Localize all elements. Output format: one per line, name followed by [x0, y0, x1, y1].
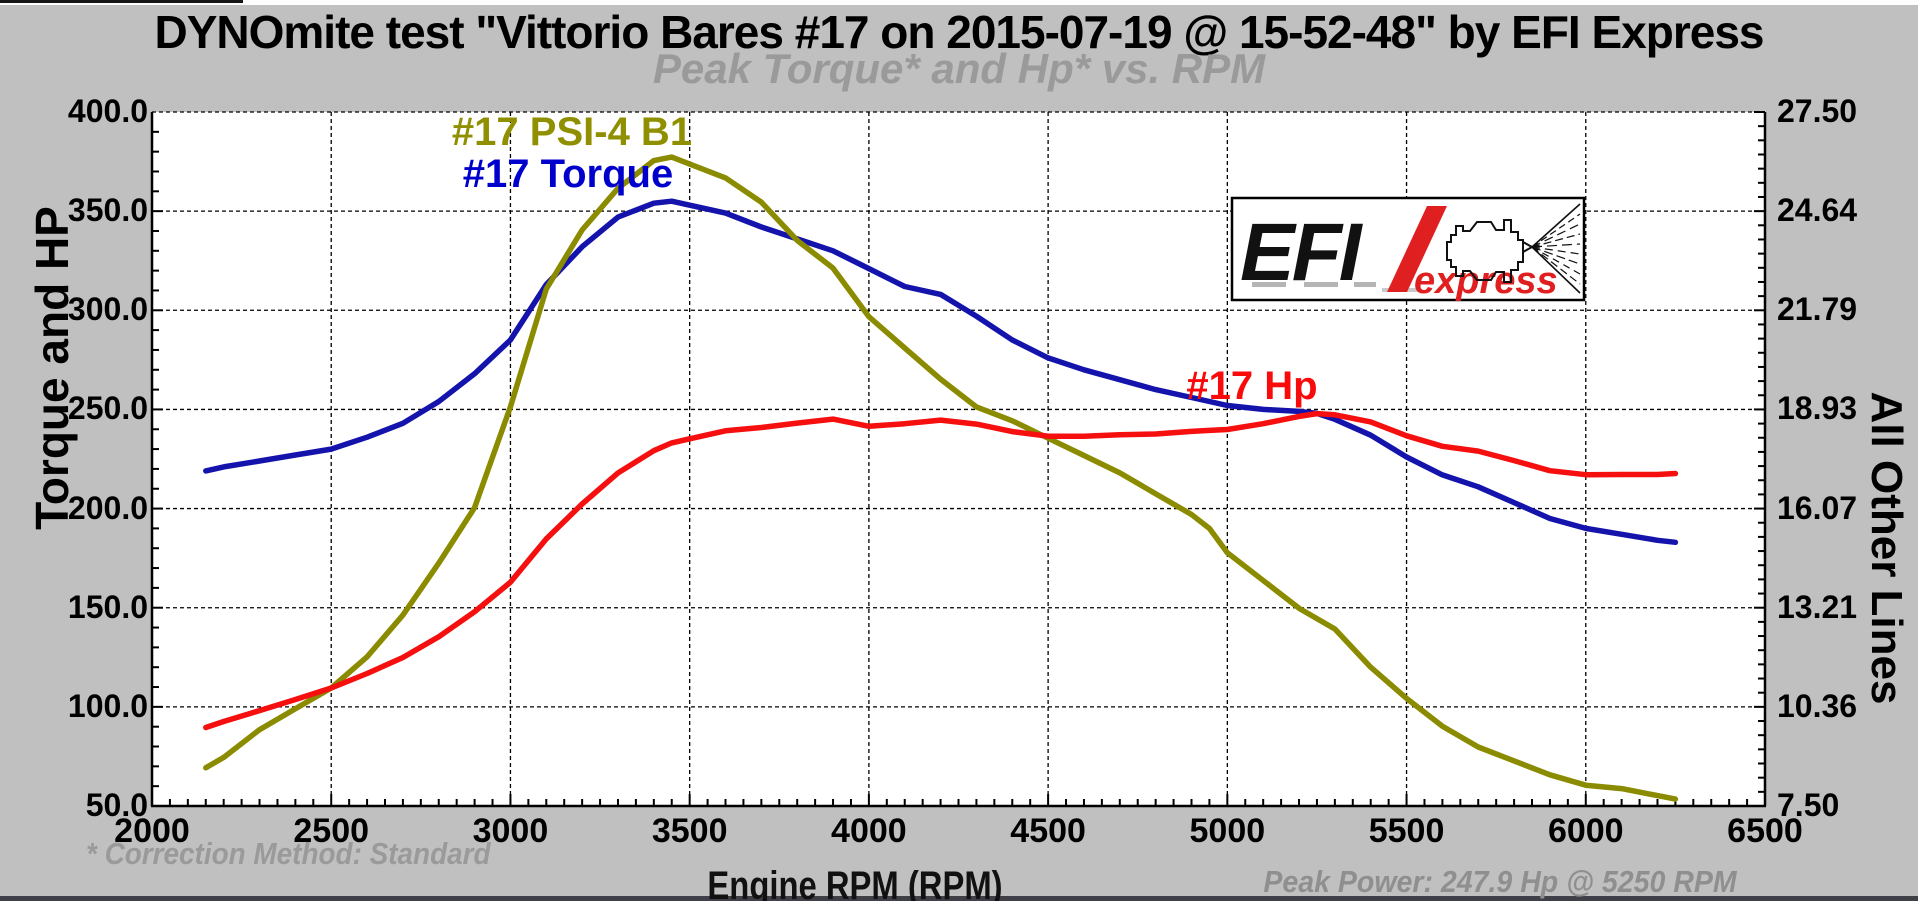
y-right-tick-label: 21.79	[1777, 291, 1858, 328]
efi-express-logo: EFI express	[1230, 196, 1586, 302]
left-axis-title: Torque and HP	[26, 206, 78, 530]
x-tick-label: 6000	[1547, 812, 1624, 850]
y-right-tick-label: 13.21	[1777, 588, 1858, 625]
window-edge-bottom	[0, 896, 1918, 901]
window-edge-top-left	[0, 0, 243, 3]
x-tick-label: 5000	[1189, 812, 1266, 850]
correction-method-footnote: * Correction Method: Standard	[86, 836, 491, 871]
y-left-tick-label: 350.0	[67, 192, 148, 229]
chart-subtitle: Peak Torque* and Hp* vs. RPM	[652, 45, 1266, 92]
y-left-tick-label: 250.0	[67, 390, 148, 427]
report-title: DYNOmite test "Vittorio Bares #17 on 201…	[154, 6, 1765, 58]
x-tick-label: 4500	[1010, 812, 1086, 850]
x-axis-title: Engine RPM (RPM)	[707, 864, 1003, 901]
x-tick-label: 6500	[1727, 812, 1803, 850]
y-right-tick-label: 18.93	[1777, 390, 1858, 427]
y-right-tick-label: 10.36	[1777, 687, 1858, 724]
logo-efi-text: EFI	[1240, 207, 1364, 298]
x-tick-label: 2000	[114, 812, 190, 850]
right-axis-title: All Other Lines	[1862, 391, 1911, 705]
y-right-tick-label: 24.64	[1777, 192, 1858, 229]
y-left-tick-label: 400.0	[67, 93, 148, 129]
y-right-tick-label: 16.07	[1777, 489, 1858, 526]
legend-label-psi: #17 PSI-4 B1	[451, 110, 693, 154]
y-left-tick-label: 300.0	[67, 291, 148, 328]
y-left-tick-label: 50.0	[85, 787, 148, 823]
x-tick-label: 3500	[651, 812, 728, 850]
x-tick-label: 5500	[1368, 812, 1445, 850]
legend-label-torque: #17 Torque	[462, 152, 674, 196]
y-right-tick-label: 7.50	[1777, 787, 1840, 823]
x-tick-label: 4000	[831, 812, 907, 850]
x-tick-label: 2500	[293, 812, 370, 850]
window-edge-top	[0, 0, 1918, 5]
logo-red-slash	[1387, 206, 1447, 292]
spray-lines	[1531, 203, 1581, 294]
y-left-tick-label: 200.0	[67, 489, 148, 526]
x-tick-label: 3000	[472, 812, 549, 850]
y-right-tick-label: 27.50	[1777, 93, 1858, 129]
y-left-tick-label: 100.0	[67, 687, 148, 724]
peak-power-annotation: Peak Power: 247.9 Hp @ 5250 RPM	[1263, 864, 1737, 899]
legend-label-hp: #17 Hp	[1186, 364, 1318, 408]
y-left-tick-label: 150.0	[67, 588, 148, 625]
